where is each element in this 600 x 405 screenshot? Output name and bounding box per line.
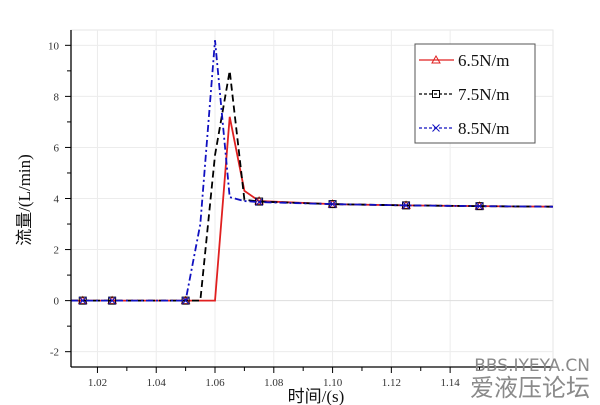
legend-label: 8.5N/m <box>458 119 509 138</box>
y-tick-label: 10 <box>48 40 60 52</box>
x-marker <box>78 296 87 305</box>
x-axis-label: 时间/(s) <box>288 387 345 405</box>
x-marker <box>255 198 263 206</box>
x-tick-label: 1.04 <box>147 377 167 389</box>
x-tick-label: 1.10 <box>323 377 343 389</box>
series-6.5N/m <box>71 116 554 305</box>
y-tick-label: 8 <box>54 91 60 103</box>
y-tick-label: 0 <box>54 296 60 308</box>
watermark-cn: 爱液压论坛 <box>470 374 590 402</box>
grid <box>70 29 554 368</box>
x-tick-label: 1.08 <box>264 377 284 389</box>
y-tick-label: 2 <box>54 245 60 257</box>
y-tick-label: 4 <box>54 194 60 206</box>
y-tick-label: 6 <box>54 142 60 154</box>
legend-label: 7.5N/m <box>458 85 509 104</box>
watermark-url: BBS.IYEYA.CN <box>474 356 590 376</box>
x-tick-label: 1.12 <box>382 377 401 389</box>
x-marker <box>475 202 484 211</box>
legend: 6.5N/m 7.5N/m 8.5N/m <box>414 43 536 144</box>
x-marker <box>432 124 440 132</box>
x-tick-label: 1.06 <box>205 377 225 389</box>
x-marker <box>181 296 190 305</box>
square-marker <box>108 296 117 305</box>
x-tick-label: 1.14 <box>441 377 461 389</box>
y-tick-label: -2 <box>50 347 59 359</box>
x-marker <box>402 201 410 210</box>
square-marker <box>432 90 440 98</box>
axes: 1.02 1.04 1.06 1.08 1.10 1.12 1.14 -2 0 2 4 6 8 10 <box>48 30 553 389</box>
x-tick-label: 1.02 <box>88 377 107 389</box>
y-axis-label: 流量/(L/min) <box>15 154 34 246</box>
series-8.5N/m <box>71 40 554 305</box>
x-marker <box>328 200 337 208</box>
x-marker <box>108 296 116 305</box>
legend-label: 6.5N/m <box>458 51 509 70</box>
triangle-marker <box>431 54 441 64</box>
series-group <box>71 40 554 305</box>
